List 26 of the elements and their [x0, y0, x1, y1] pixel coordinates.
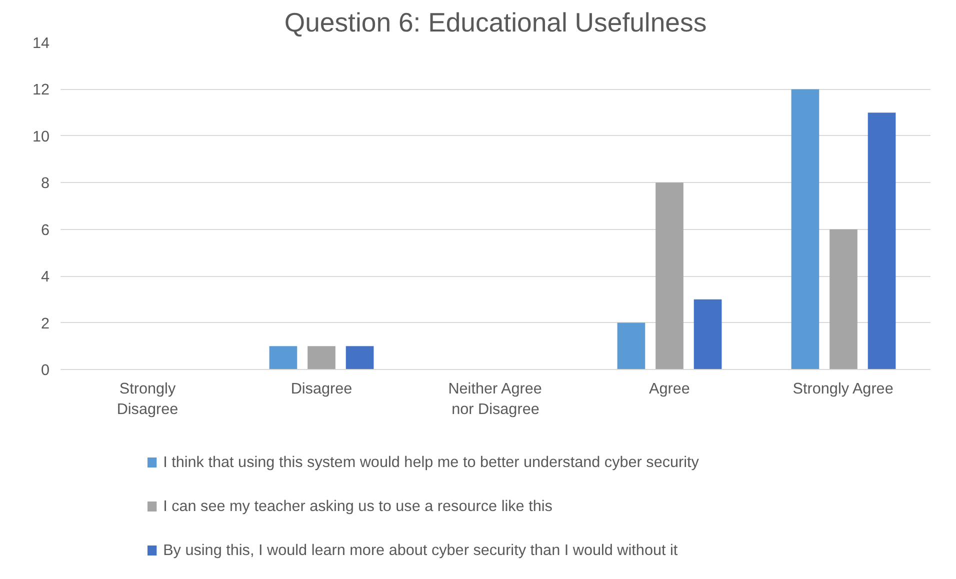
x-tick-label: Disagree — [290, 380, 352, 398]
bar — [346, 346, 374, 370]
y-tick-label: 14 — [32, 35, 50, 52]
y-tick-label: 10 — [32, 128, 50, 146]
bar — [694, 299, 722, 370]
y-tick-label: 4 — [40, 268, 50, 286]
chart-title: Question 6: Educational Usefulness — [284, 8, 707, 38]
x-tick-label: Neither Agree nor Disagree — [448, 380, 542, 418]
bar — [308, 346, 336, 370]
y-tick-label: 12 — [32, 82, 50, 99]
y-tick-label: 2 — [40, 315, 50, 332]
x-tick-label: Strongly Agree — [792, 380, 894, 398]
y-tick-label: 8 — [40, 175, 50, 192]
bar — [868, 112, 896, 370]
legend-label: I think that using this system would help me to better understand cyber security — [163, 454, 700, 471]
bar — [656, 182, 684, 370]
bar — [791, 89, 820, 370]
bar — [830, 229, 858, 370]
bar — [269, 346, 298, 370]
y-tick-label: 0 — [40, 362, 50, 379]
x-tick-label: Agree — [649, 380, 690, 398]
y-tick-label: 6 — [40, 222, 50, 239]
x-tick-label: Strongly Disagree — [116, 380, 178, 418]
bar — [617, 322, 646, 370]
legend-label: By using this, I would learn more about cyber security than I would without it — [163, 542, 678, 559]
legend-label: I can see my teacher asking us to use a resource like this — [163, 498, 553, 515]
